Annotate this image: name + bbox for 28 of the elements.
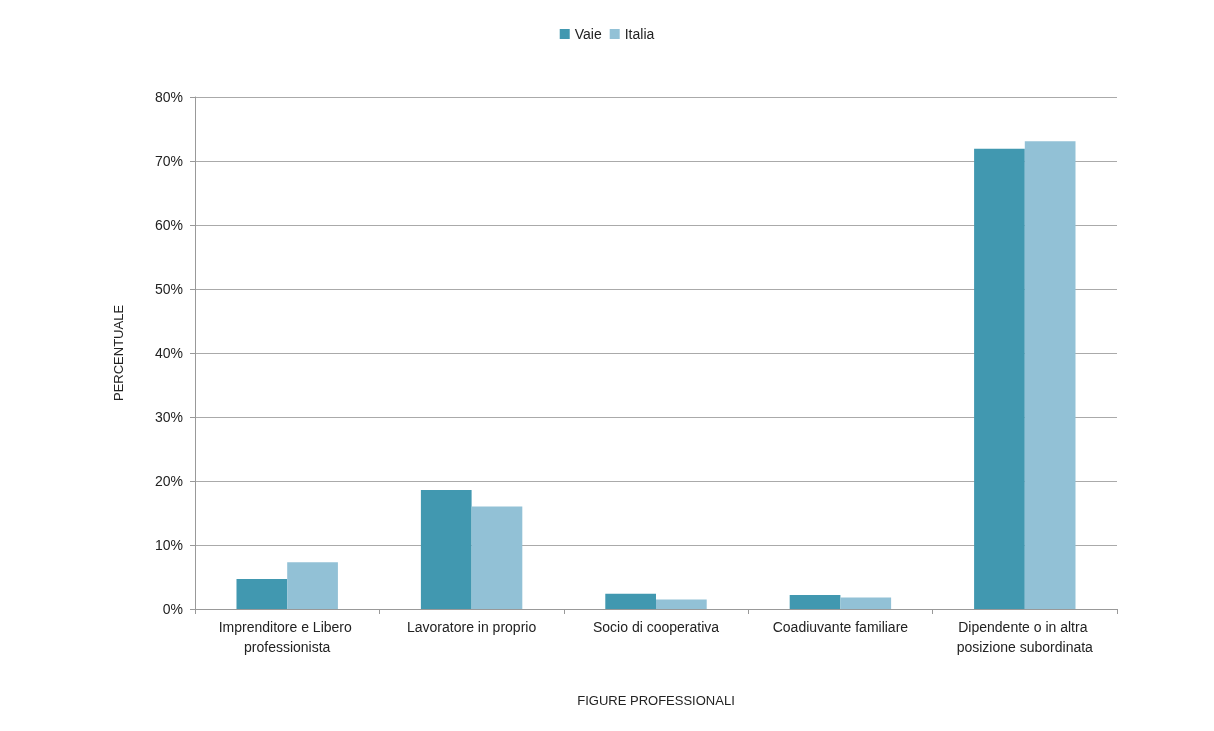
bar [974,148,1025,609]
y-tick-label: 50% [154,281,183,297]
x-tick-label: Socio di cooperativa [592,619,720,635]
legend-label: Vaie [574,26,602,42]
y-axis-title: PERCENTUALE [111,304,126,402]
y-tick-label: 60% [154,217,183,233]
y-tick-label: 80% [154,89,183,105]
bar [1024,141,1076,609]
x-tick-label: Lavoratore in proprio [407,619,537,635]
bar [471,506,523,609]
legend-label: Italia [624,26,655,42]
x-axis-title: FIGURE PROFESSIONALI [577,693,735,708]
bar [656,599,707,609]
y-tick-label: 10% [154,537,183,553]
bar [287,562,338,609]
x-tick-label: Coadiuvante familiare [772,619,909,635]
bar [840,597,892,609]
bar [789,594,841,609]
bar [236,578,288,609]
y-tick-label: 0% [162,601,183,617]
y-tick-label: 30% [154,409,183,425]
y-tick-label: 40% [154,345,183,361]
x-tick-label: Dipendente o in altra posizione subordinata [956,619,1094,655]
bar [420,489,472,609]
bar [605,593,656,609]
y-tick-label: 20% [154,473,183,489]
x-tick-label: Imprenditore e Libero professionista [218,619,356,655]
y-tick-label: 70% [154,153,183,169]
